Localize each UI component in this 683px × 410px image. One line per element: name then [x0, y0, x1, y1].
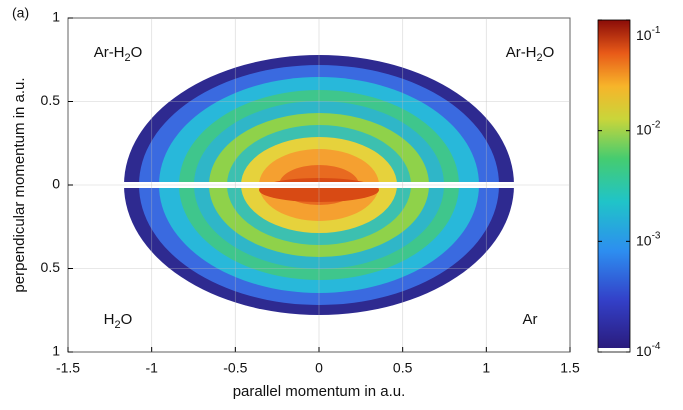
- x-tick-label: -0.5: [223, 360, 247, 376]
- tick-exponent: -2: [652, 119, 661, 130]
- y-axis-label: perpendicular momentum in a.u.: [11, 77, 28, 292]
- x-tick-label: -1.5: [56, 360, 80, 376]
- panel-label: (a): [12, 5, 29, 21]
- annotation: Ar-H2O: [94, 44, 143, 64]
- annotation: Ar: [523, 311, 538, 328]
- annotation-part: 2: [537, 52, 543, 64]
- annotation-part: Ar-H: [94, 44, 125, 61]
- tick-exponent: -4: [652, 341, 661, 352]
- colorbar-frame: [597, 19, 631, 353]
- y-tick-label: 1: [52, 343, 60, 359]
- annotation: H2O: [104, 311, 133, 331]
- tick-base: 10: [636, 121, 652, 137]
- colorbar-tick-label: 10-3: [636, 230, 661, 248]
- y-tick-label: 0.5: [41, 259, 61, 275]
- annotation-part: H: [104, 311, 115, 328]
- colorbar-tick-label: 10-1: [636, 25, 661, 43]
- x-tick-label: 1: [482, 360, 490, 376]
- x-axis-label: parallel momentum in a.u.: [233, 383, 406, 400]
- x-tick-label: -1: [145, 360, 158, 376]
- tick-base: 10: [636, 343, 652, 359]
- y-tick-label: 1: [52, 9, 60, 25]
- annotation-part: 2: [115, 319, 121, 331]
- annotation-part: Ar-H: [506, 44, 537, 61]
- annotation-part: O: [121, 311, 133, 328]
- x-tick-label: 0: [315, 360, 323, 376]
- y-tick-label: 0: [52, 176, 60, 192]
- tick-base: 10: [636, 232, 652, 248]
- x-tick-label: 1.5: [560, 360, 580, 376]
- tick-exponent: -3: [652, 230, 661, 241]
- colorbar: [598, 20, 630, 350]
- annotation-part: Ar: [523, 311, 538, 328]
- y-tick-label: 0.5: [41, 92, 61, 108]
- annotation: Ar-H2O: [506, 44, 555, 64]
- tick-base: 10: [636, 27, 652, 43]
- colorbar-floor: [598, 348, 630, 352]
- annotation-part: 2: [125, 52, 131, 64]
- colorbar-tick-label: 10-4: [636, 341, 661, 359]
- x-tick-label: 0.5: [393, 360, 413, 376]
- gap-strip: [68, 182, 570, 188]
- tick-exponent: -1: [652, 25, 661, 36]
- colorbar-tick-label: 10-2: [636, 119, 661, 137]
- annotation-part: O: [543, 44, 555, 61]
- heatmap: [68, 55, 570, 315]
- annotation-part: O: [131, 44, 143, 61]
